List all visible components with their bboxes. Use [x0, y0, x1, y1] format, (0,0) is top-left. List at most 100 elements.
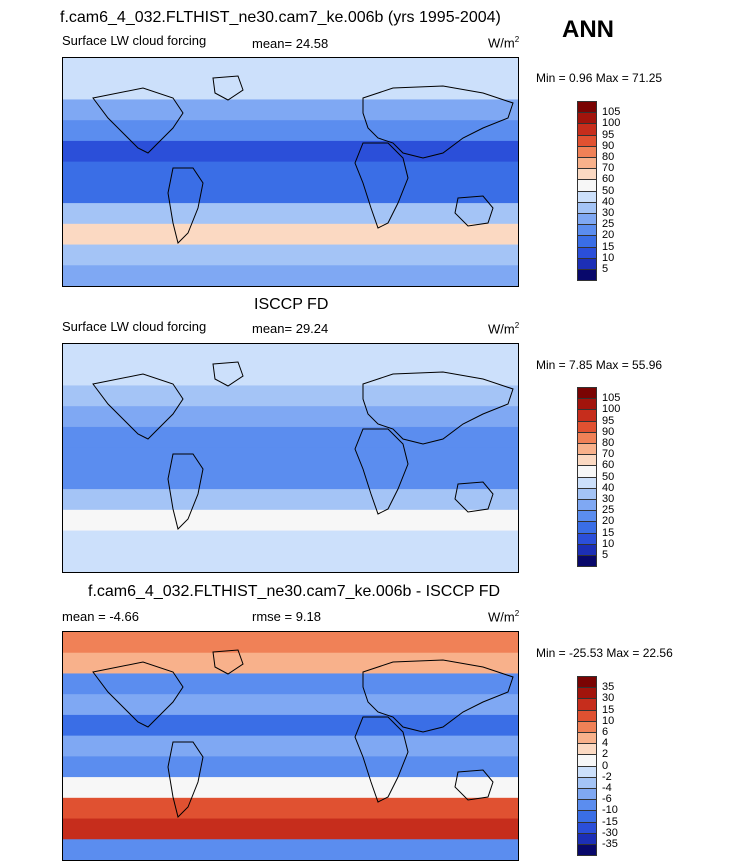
zonal-band	[63, 818, 518, 841]
zonal-band	[63, 244, 518, 267]
panel2-left-label: Surface LW cloud forcing	[62, 319, 207, 334]
colorbar-tick-label: 10	[602, 714, 615, 727]
colorbar-tick-label: 6	[602, 726, 609, 738]
colorbar-tick-label: 50	[602, 184, 615, 197]
colorbar-tick-label: 100	[602, 403, 621, 416]
map-field	[63, 632, 518, 860]
coastline	[454, 769, 494, 801]
colorbar-tick-label: 5	[602, 263, 609, 275]
zonal-band	[63, 140, 518, 163]
map-field	[63, 344, 518, 572]
zonal-band	[63, 632, 518, 654]
zonal-band	[63, 99, 518, 122]
zonal-band	[63, 447, 518, 470]
panel3-left-label: mean = -4.66	[62, 609, 139, 624]
colorbar-tick-label: 15	[602, 240, 615, 253]
zonal-band	[63, 756, 518, 779]
zonal-band	[63, 652, 518, 675]
panel3-map	[62, 631, 519, 861]
colorbar-tick-label: 80	[602, 437, 615, 449]
panel2-title: ISCCP FD	[254, 296, 329, 313]
colorbar-tick-label: -4	[602, 782, 612, 794]
zonal-band	[63, 839, 518, 860]
coastline	[354, 142, 409, 229]
colorbar-tick-label: 70	[602, 162, 615, 175]
colorbar-tick-label: 35	[602, 681, 615, 694]
zonal-band	[63, 551, 518, 572]
panel1-units: W/m2	[488, 35, 520, 51]
colorbar-tick-label: 25	[602, 218, 615, 231]
panel3-units: W/m2	[488, 609, 520, 625]
colorbar-tick-label: 15	[602, 526, 615, 539]
panel2-mean-label: mean= 29.24	[252, 321, 329, 336]
coastline	[167, 741, 204, 818]
map-field	[63, 58, 518, 286]
zonal-band	[63, 489, 518, 511]
zonal-band	[63, 426, 518, 449]
colorbar-tick-label: 20	[602, 515, 615, 528]
zonal-band	[63, 509, 518, 532]
coastline	[167, 453, 204, 530]
coastline	[354, 716, 409, 803]
panel2-map	[62, 343, 519, 573]
coastline	[92, 87, 184, 154]
zonal-band	[63, 203, 518, 225]
colorbar-tick-label: 30	[602, 692, 615, 705]
colorbar-tick-label: 95	[602, 414, 615, 427]
zonal-band	[63, 777, 518, 799]
zonal-band	[63, 797, 518, 820]
zonal-band	[63, 78, 518, 101]
colorbar-tick-label: 70	[602, 448, 615, 461]
zonal-band	[63, 468, 518, 491]
colorbar-tick-label: 20	[602, 229, 615, 242]
coastline	[212, 649, 244, 675]
colorbar-tick-label: 30	[602, 207, 615, 219]
colorbar-tick-label: 90	[602, 139, 615, 152]
colorbar-tick-label: 60	[602, 459, 615, 472]
coastline	[454, 481, 494, 513]
zonal-band	[63, 735, 518, 758]
colorbar-tick-label: 10	[602, 537, 615, 550]
colorbar-tick-label: 5	[602, 549, 609, 561]
coastline	[212, 361, 244, 387]
colorbar-swatch	[577, 555, 597, 568]
colorbar-tick-label: 2	[602, 748, 609, 761]
zonal-band	[63, 344, 518, 366]
zonal-band	[63, 673, 518, 696]
panel1-mean-label: mean= 24.58	[252, 36, 329, 51]
panel2-units: W/m2	[488, 321, 520, 337]
coastline	[354, 428, 409, 515]
colorbar-tick-label: 40	[602, 195, 615, 208]
colorbar-tick-label: 100	[602, 117, 621, 130]
colorbar-tick-label: 105	[602, 392, 621, 405]
zonal-band	[63, 58, 518, 80]
colorbar-tick-label: 40	[602, 481, 615, 494]
colorbar-tick-label: 10	[602, 251, 615, 264]
panel2-minmax: Min = 7.85 Max = 55.96	[536, 358, 663, 372]
colorbar-tick-label: -10	[602, 804, 618, 817]
colorbar-tick-label: 15	[602, 703, 615, 716]
zonal-band	[63, 161, 518, 184]
panel1-title: f.cam6_4_032.FLTHIST_ne30.cam7_ke.006b (…	[60, 9, 501, 26]
zonal-band	[63, 120, 518, 142]
colorbar-tick-label: -6	[602, 793, 612, 806]
coastline	[167, 167, 204, 244]
colorbar-tick-label: 60	[602, 173, 615, 186]
zonal-band	[63, 530, 518, 553]
coastline	[454, 195, 494, 227]
colorbar-tick-label: 30	[602, 493, 615, 505]
zonal-band	[63, 385, 518, 408]
colorbar-tick-label: -35	[602, 838, 618, 850]
coastline	[92, 661, 184, 728]
season-label: ANN	[562, 16, 614, 43]
colorbar-tick-label: 95	[602, 128, 615, 141]
colorbar-tick-label: 105	[602, 106, 621, 119]
coastline	[362, 85, 514, 159]
panel3-minmax: Min = -25.53 Max = 22.56	[536, 646, 673, 660]
colorbar-tick-label: 50	[602, 470, 615, 483]
panel1-map	[62, 57, 519, 287]
colorbar-tick-label: 25	[602, 504, 615, 517]
zonal-band	[63, 182, 518, 205]
colorbar-tick-label: 4	[602, 737, 609, 750]
colorbar-swatch	[577, 844, 597, 857]
